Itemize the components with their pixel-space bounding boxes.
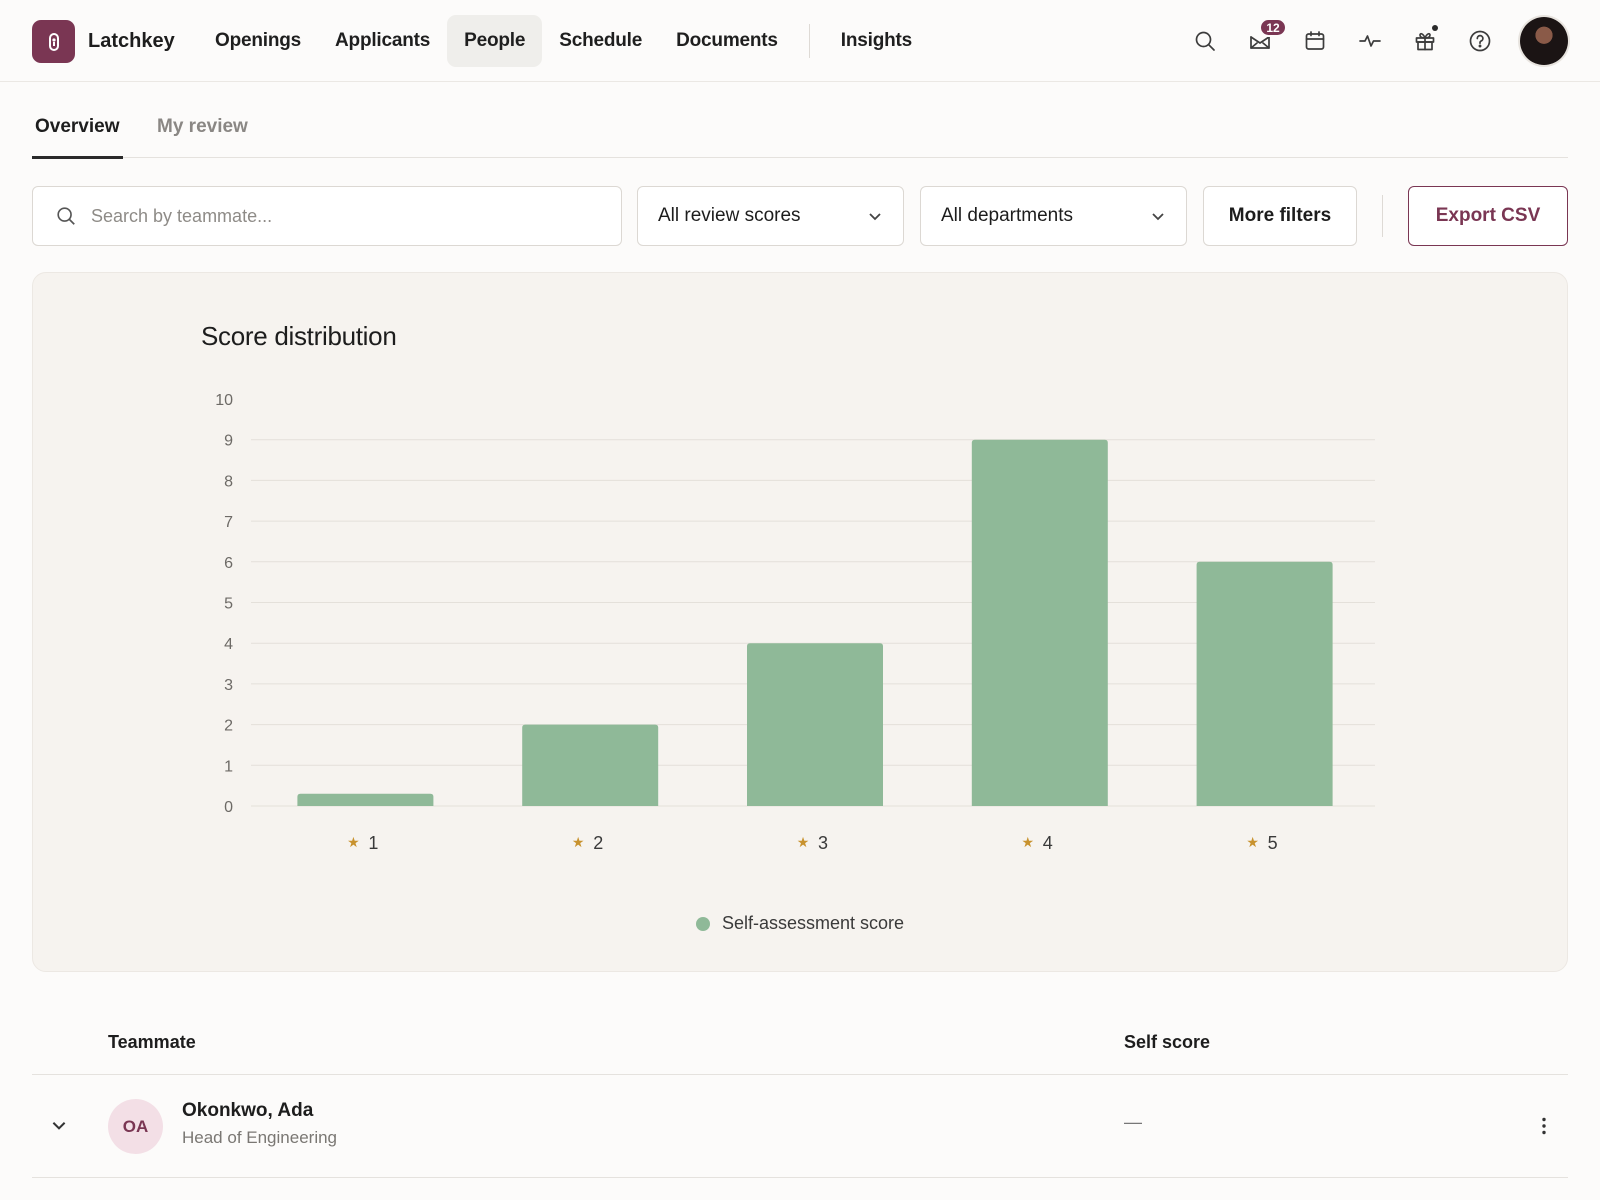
nav-schedule[interactable]: Schedule [559, 30, 643, 51]
gift-icon[interactable] [1404, 18, 1446, 64]
export-csv-button[interactable]: Export CSV [1408, 186, 1568, 246]
search-icon [57, 207, 75, 225]
help-icon[interactable] [1459, 18, 1501, 64]
app-name: Latchkey [88, 30, 175, 52]
chevron-down-icon [52, 1122, 66, 1130]
self-score-value: — [1124, 1112, 1142, 1132]
chart-bar [747, 643, 883, 806]
header-actions: 12 [1184, 18, 1514, 64]
search-icon[interactable] [1184, 18, 1226, 64]
teammate-name[interactable]: Okonkwo, Ada [182, 1100, 314, 1121]
inbox-icon[interactable]: 12 [1239, 18, 1287, 64]
teammate-search[interactable] [32, 186, 622, 246]
teammate-table-header: Teammate Self score [32, 1015, 1568, 1075]
y-tick-label: 2 [224, 718, 233, 735]
expand-row-button[interactable] [50, 1116, 70, 1136]
star-icon: ★ [572, 835, 585, 851]
star-icon: ★ [347, 835, 360, 851]
departments-dropdown[interactable]: All departments [920, 186, 1187, 246]
chart-bar [1196, 561, 1333, 806]
nav-people[interactable]: People [447, 15, 543, 67]
chart-bar [297, 793, 434, 806]
legend-swatch [696, 916, 710, 931]
chart-legend: Self-assessment score [696, 913, 904, 934]
tab-my-review-label: My review [157, 116, 248, 137]
column-self-score[interactable]: Self score [1124, 1032, 1211, 1052]
activity-icon[interactable] [1349, 18, 1391, 64]
brand[interactable]: Latchkey [32, 20, 175, 63]
tab-overview-label: Overview [35, 116, 120, 137]
chart-title: Score distribution [201, 321, 397, 351]
departments-value: All departments [941, 205, 1074, 226]
row-actions-menu[interactable] [1532, 1114, 1556, 1138]
active-tab-indicator [32, 156, 123, 159]
nav-documents[interactable]: Documents [676, 30, 778, 51]
x-tick-label: 2 [593, 833, 603, 853]
x-tick-label: 3 [818, 833, 828, 853]
gift-notification-dot [1432, 25, 1438, 31]
search-input[interactable] [91, 205, 591, 227]
y-tick-label: 10 [215, 392, 233, 409]
legend-label: Self-assessment score [722, 913, 905, 933]
score-distribution-chart: 0 1 2 3 4 5 6 7 8 9 10 ★ 1 ★ 2 ★ 3 ★ 4 ★ 5 [215, 392, 1375, 853]
filter-divider [1382, 195, 1383, 237]
review-scores-dropdown[interactable]: All review scores [637, 186, 904, 246]
chevron-down-icon [869, 213, 881, 221]
y-tick-label: 1 [224, 758, 233, 775]
chart-bar [522, 724, 659, 806]
star-icon: ★ [797, 835, 810, 851]
star-icon: ★ [1022, 835, 1035, 851]
more-vertical-icon [1542, 1117, 1546, 1135]
nav-insights[interactable]: Insights [840, 30, 913, 51]
calendar-icon[interactable] [1294, 18, 1336, 64]
x-tick-label: 5 [1268, 833, 1278, 853]
x-tick-label: 4 [1043, 833, 1053, 853]
y-tick-label: 3 [224, 677, 233, 694]
top-navigation-bar: Latchkey Openings Applicants People Sche… [0, 0, 1600, 82]
y-tick-label: 5 [224, 596, 233, 613]
y-tick-label: 0 [224, 799, 233, 816]
main-nav: Openings Applicants People Schedule Docu… [198, 15, 929, 67]
chevron-down-icon [1152, 213, 1164, 221]
review-scores-value: All review scores [658, 205, 801, 226]
teammate-role: Head of Engineering [182, 1128, 338, 1147]
y-tick-label: 7 [224, 514, 233, 531]
nav-openings[interactable]: Openings [215, 30, 302, 51]
y-tick-label: 4 [224, 636, 233, 653]
y-tick-label: 6 [224, 555, 233, 572]
more-filters-button[interactable]: More filters [1203, 186, 1357, 246]
y-tick-label: 9 [224, 433, 233, 450]
latchkey-logo-icon [32, 20, 75, 63]
avatar: OA [108, 1099, 163, 1154]
inbox-badge: 12 [1259, 18, 1287, 37]
x-tick-label: 1 [368, 833, 378, 853]
page-tabs: Overview My review [32, 108, 1568, 159]
column-teammate[interactable]: Teammate [108, 1032, 196, 1052]
user-avatar[interactable] [1520, 17, 1568, 65]
star-icon: ★ [1246, 835, 1259, 851]
chart-bar [971, 439, 1108, 806]
nav-applicants[interactable]: Applicants [335, 30, 431, 51]
table-row[interactable]: OA Okonkwo, Ada Head of Engineering — [32, 1076, 1568, 1178]
score-distribution-card: Score distribution 0 1 2 3 4 5 6 7 8 9 10 ★ 1 ★ 2 ★ 3 ★ 4 ★… [32, 272, 1568, 972]
tab-overview[interactable]: Overview [35, 116, 120, 138]
nav-divider [808, 24, 810, 58]
tab-my-review[interactable]: My review [157, 116, 248, 138]
y-tick-label: 8 [224, 473, 233, 490]
